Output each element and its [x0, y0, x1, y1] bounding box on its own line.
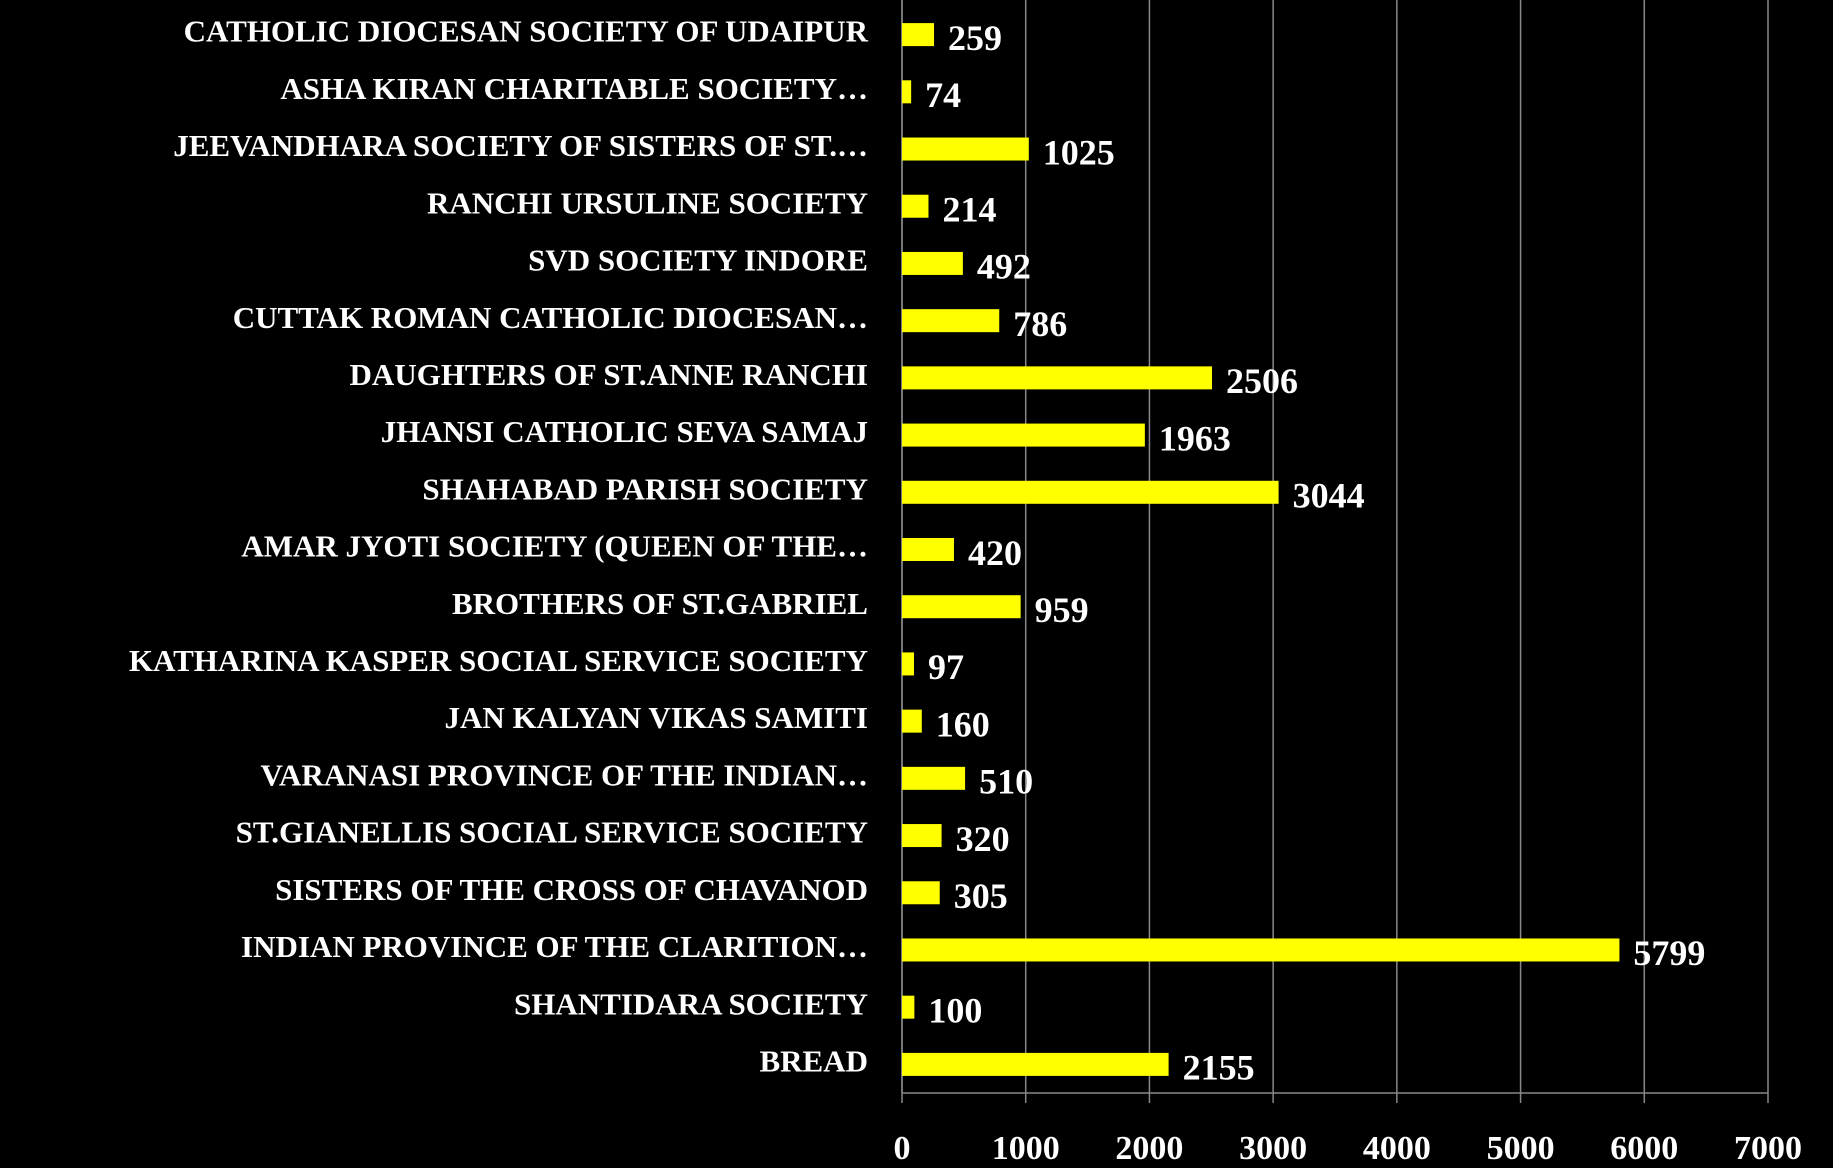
bar [902, 995, 915, 1019]
bar [902, 881, 940, 905]
data-label: 320 [956, 819, 1010, 859]
data-label: 2155 [1183, 1048, 1255, 1088]
data-label: 959 [1035, 590, 1089, 630]
x-tick-label: 4000 [1363, 1130, 1431, 1167]
bar [902, 423, 1145, 447]
data-label: 97 [928, 647, 964, 687]
y-tick-label: SHAHABAD PARISH SOCIETY [422, 471, 868, 506]
x-tick-label: 0 [894, 1130, 911, 1167]
data-label: 5799 [1633, 933, 1705, 973]
bar [902, 595, 1021, 619]
data-label: 3044 [1293, 476, 1365, 516]
bar [902, 538, 954, 561]
data-label: 305 [954, 876, 1008, 916]
data-label: 160 [936, 704, 990, 744]
bar [902, 366, 1213, 390]
data-label: 1025 [1043, 132, 1115, 172]
y-tick-label: BREAD [759, 1044, 868, 1079]
bar [902, 251, 963, 275]
y-tick-label: SISTERS OF THE CROSS OF CHAVANOD [275, 872, 868, 907]
data-label: 786 [1013, 304, 1067, 344]
y-tick-label: JAN KALYAN VIKAS SAMITI [445, 700, 869, 735]
y-tick-label: AMAR JYOTI SOCIETY (QUEEN OF THE… [241, 529, 868, 564]
bar [902, 709, 922, 733]
data-label: 420 [968, 533, 1022, 573]
y-tick-label: CATHOLIC DIOCESAN SOCIETY OF UDAIPUR [184, 14, 869, 49]
bar [902, 824, 942, 848]
y-tick-label: JHANSI CATHOLIC SEVA SAMAJ [381, 414, 868, 449]
y-tick-label: BROTHERS OF ST.GABRIEL [452, 586, 868, 621]
bar [902, 480, 1279, 504]
x-tick-label: 3000 [1239, 1130, 1307, 1167]
data-label: 2506 [1226, 361, 1298, 401]
y-tick-label: SHANTIDARA SOCIETY [514, 986, 868, 1021]
bar [902, 766, 966, 790]
data-label: 1963 [1159, 418, 1231, 458]
x-tick-label: 7000 [1734, 1130, 1802, 1167]
x-tick-label: 6000 [1610, 1130, 1678, 1167]
bar [902, 938, 1620, 962]
y-tick-label: KATHARINA KASPER SOCIAL SERVICE SOCIETY [129, 643, 868, 678]
data-label: 100 [928, 990, 982, 1030]
x-tick-label: 2000 [1115, 1130, 1183, 1167]
y-tick-label: INDIAN PROVINCE OF THE CLARITION… [241, 929, 868, 964]
bar [902, 80, 912, 104]
x-tick-label: 1000 [992, 1130, 1060, 1167]
data-label: 492 [977, 247, 1031, 287]
y-tick-label: VARANASI PROVINCE OF THE INDIAN… [261, 757, 868, 792]
bar [902, 652, 915, 676]
x-tick-label: 5000 [1487, 1130, 1555, 1167]
data-label: 510 [979, 762, 1033, 802]
y-tick-label: ASHA KIRAN CHARITABLE SOCIETY… [280, 71, 868, 106]
y-tick-label: JEEVANDHARA SOCIETY OF SISTERS OF ST.… [173, 128, 868, 163]
y-tick-label: SVD SOCIETY INDORE [528, 243, 868, 278]
data-label: 74 [925, 75, 961, 115]
y-tick-label: DAUGHTERS OF ST.ANNE RANCHI [350, 357, 868, 392]
y-tick-label: RANCHI URSULINE SOCIETY [427, 185, 868, 220]
bar [902, 1052, 1169, 1076]
bar [902, 137, 1029, 161]
bar [902, 309, 1000, 333]
y-tick-label: ST.GIANELLIS SOCIAL SERVICE SOCIETY [236, 815, 868, 850]
bar [902, 194, 929, 218]
bar [902, 23, 935, 47]
data-label: 214 [942, 190, 996, 230]
y-tick-label: CUTTAK ROMAN CATHOLIC DIOCESAN… [233, 300, 868, 335]
data-label: 259 [948, 18, 1002, 58]
